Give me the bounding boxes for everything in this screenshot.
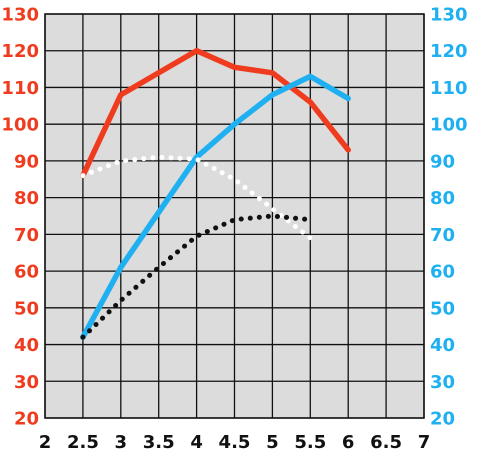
x-tick-label: 6 [342, 432, 355, 453]
series-line-2 [80, 73, 351, 340]
y-left-tick-label: 50 [14, 298, 39, 319]
series-layer [80, 47, 351, 340]
x-axis-ticks: 2 2.5 3 3.5 4 4.5 5 5.5 6 6.5 7 [39, 432, 431, 453]
x-tick-label: 3 [115, 432, 128, 453]
y-right-tick-label: 100 [430, 115, 468, 136]
y-left-tick-label: 110 [1, 78, 39, 99]
y-right-tick-label: 20 [430, 409, 455, 430]
y-right-tick-label: 50 [430, 298, 455, 319]
y-right-tick-label: 30 [430, 372, 455, 393]
y-left-tick-label: 30 [14, 372, 39, 393]
y-right-tick-label: 120 [430, 41, 468, 62]
y-axis-right-ticks: 20 30 40 50 60 70 80 90 100 110 120 130 [430, 5, 468, 430]
y-axis-left-ticks: 20 30 40 50 60 70 80 90 100 110 120 130 [1, 5, 39, 430]
y-left-tick-label: 80 [14, 188, 39, 209]
y-right-tick-label: 110 [430, 78, 468, 99]
series-line-1 [80, 47, 351, 179]
y-left-tick-label: 90 [14, 151, 39, 172]
x-tick-label: 2 [39, 432, 52, 453]
y-left-tick-label: 20 [14, 409, 39, 430]
y-left-tick-label: 40 [14, 335, 39, 356]
y-left-tick-label: 70 [14, 225, 39, 246]
y-right-tick-label: 70 [430, 225, 455, 246]
y-right-tick-label: 130 [430, 5, 468, 26]
x-tick-label: 7 [418, 432, 431, 453]
x-tick-label: 5.5 [294, 432, 326, 453]
y-right-tick-label: 90 [430, 151, 455, 172]
y-left-tick-label: 60 [14, 262, 39, 283]
x-tick-label: 4.5 [219, 432, 251, 453]
y-left-tick-label: 100 [1, 115, 39, 136]
y-right-tick-label: 40 [430, 335, 455, 356]
x-tick-label: 3.5 [143, 432, 175, 453]
y-right-tick-label: 80 [430, 188, 455, 209]
x-tick-label: 6.5 [370, 432, 402, 453]
y-left-tick-label: 130 [1, 5, 39, 26]
x-tick-label: 4 [190, 432, 203, 453]
plot-border [44, 13, 425, 419]
x-tick-label: 2.5 [67, 432, 99, 453]
y-left-tick-label: 120 [1, 41, 39, 62]
x-tick-label: 5 [266, 432, 279, 453]
y-right-tick-label: 60 [430, 262, 455, 283]
